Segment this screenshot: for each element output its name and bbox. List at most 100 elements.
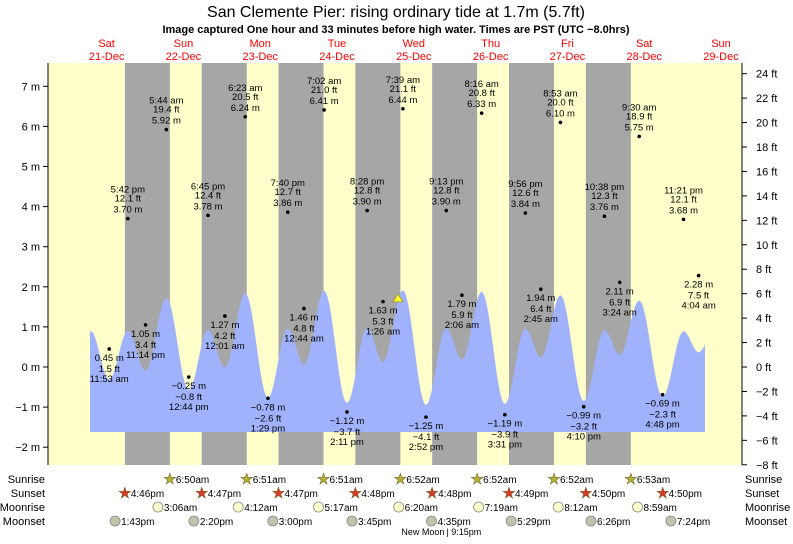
moonset-icon <box>665 515 677 527</box>
day-label-weekday: Thu <box>481 38 500 50</box>
low-tide-time: 1:29 pm <box>251 423 285 434</box>
high-tide-m: 3.90 m <box>432 197 461 208</box>
low-tide-point <box>539 287 543 292</box>
low-tide-m: 1.27 m <box>210 320 239 331</box>
low-tide-time: 12:01 am <box>205 341 245 352</box>
row-label-sunset-right: Sunset <box>745 488 779 500</box>
sunrise-icon: ★ <box>317 471 330 488</box>
low-tide-ft: 7.5 ft <box>688 291 709 302</box>
low-tide-point <box>460 293 464 298</box>
sunrise-icon: ★ <box>547 471 560 488</box>
high-tide-point <box>243 114 248 119</box>
high-tide-point <box>681 217 686 222</box>
low-tide-time: 11:53 am <box>90 374 129 385</box>
high-tide-time: 6:45 pm <box>191 181 225 192</box>
sunset-time: 4:50pm <box>592 489 625 500</box>
high-tide-point <box>558 120 563 125</box>
high-tide-time: 8:28 pm <box>350 177 384 188</box>
y-tick-label-ft: 18 ft <box>756 142 777 154</box>
sunrise-icon: ★ <box>240 471 253 488</box>
moonset-time: 1:43pm <box>121 517 154 528</box>
moonrise-time: 5:17am <box>325 503 358 514</box>
moonset-time: 3:00pm <box>279 517 312 528</box>
high-tide-m: 3.90 m <box>353 197 382 208</box>
low-tide-time: 2:06 am <box>445 320 479 331</box>
high-tide-ft: 21.0 ft <box>311 85 338 96</box>
day-label-weekday: Fri <box>561 38 574 50</box>
low-tide-point <box>581 404 586 409</box>
day-label-weekday: Wed <box>403 38 425 50</box>
day-label-date: 26-Dec <box>473 51 509 63</box>
moonset-icon <box>188 515 200 527</box>
moonrise-icon <box>313 501 324 513</box>
low-tide-time: 2:52 pm <box>409 442 443 453</box>
high-tide-m: 6.44 m <box>388 95 417 106</box>
low-tide-m: −0.69 m <box>645 399 680 410</box>
day-label-date: 22-Dec <box>166 51 202 63</box>
sunset-icon: ★ <box>349 485 362 502</box>
y-tick-label-m: 1 m <box>22 322 40 334</box>
sunrise-time: 6:50am <box>176 475 209 486</box>
low-tide-m: 1.05 m <box>131 329 160 340</box>
y-tick-label-ft: 12 ft <box>756 215 777 227</box>
sunset-time: 4:46pm <box>131 489 164 500</box>
low-tide-ft: −3.7 ft <box>334 427 361 438</box>
day-label-date: 29-Dec <box>703 51 739 63</box>
y-tick-label-m: 4 m <box>22 202 40 214</box>
low-tide-m: 1.94 m <box>526 293 555 304</box>
low-tide-m: 0.45 m <box>95 353 124 364</box>
high-tide-ft: 20.8 ft <box>468 88 495 99</box>
y-tick-label-ft: 2 ft <box>756 338 771 350</box>
sunrise-time: 6:51am <box>253 475 286 486</box>
moon-phase-time: | 9:15pm <box>446 527 481 537</box>
y-tick-label-ft: 20 ft <box>756 118 777 130</box>
low-tide-point <box>503 412 507 417</box>
low-tide-m: −1.19 m <box>488 419 523 430</box>
high-tide-time: 9:56 pm <box>508 179 542 190</box>
row-label-sunrise-right: Sunrise <box>745 474 782 486</box>
high-tide-m: 5.75 m <box>625 122 654 133</box>
high-tide-ft: 12.1 ft <box>115 194 142 205</box>
low-tide-ft: 4.8 ft <box>293 323 314 334</box>
high-tide-point <box>602 214 607 219</box>
low-tide-time: 12:44 am <box>284 333 324 344</box>
low-tide-ft: −3.2 ft <box>570 422 597 433</box>
low-tide-ft: −0.8 ft <box>175 392 202 403</box>
low-tide-m: −0.78 m <box>251 402 286 413</box>
day-label-date: 25-Dec <box>396 51 432 63</box>
sunset-icon: ★ <box>118 485 131 502</box>
high-tide-ft: 12.3 ft <box>591 191 618 202</box>
day-label-date: 28-Dec <box>626 51 662 63</box>
low-tide-point <box>223 314 227 318</box>
low-tide-point <box>107 347 112 351</box>
y-tick-label-ft: 4 ft <box>756 313 771 325</box>
low-tide-time: 3:24 am <box>603 307 637 318</box>
sunrise-time: 6:52am <box>406 475 439 486</box>
low-tide-m: −1.25 m <box>409 421 444 432</box>
low-tide-time: 4:04 am <box>681 301 715 312</box>
high-tide-time: 6:23 am <box>228 83 262 94</box>
moonset-time: 5:29pm <box>517 517 550 528</box>
low-tide-m: 1.79 m <box>447 299 476 310</box>
low-tide-point <box>424 415 428 419</box>
high-tide-ft: 12.8 ft <box>433 186 460 197</box>
high-tide-m: 5.92 m <box>152 116 181 127</box>
row-label-moonset-right: Moonset <box>745 516 787 528</box>
sunset-icon: ★ <box>656 485 669 502</box>
day-labels: Sat21-DecSun22-DecMon23-DecTue24-DecWed2… <box>89 38 739 63</box>
low-tide-ft: 5.3 ft <box>372 317 393 328</box>
low-tide-time: 4:10 pm <box>567 432 601 443</box>
low-tide-point <box>345 410 349 414</box>
low-tide-ft: 6.4 ft <box>530 304 551 315</box>
sunrise-icon: ★ <box>624 471 637 488</box>
high-tide-time: 8:16 am <box>464 79 498 90</box>
low-tide-m: −0.25 m <box>171 381 206 392</box>
y-tick-label-ft: −6 ft <box>756 435 778 447</box>
plot-area <box>48 63 742 465</box>
low-tide-point <box>381 299 385 304</box>
low-tide-time: 12:44 pm <box>169 402 209 413</box>
moonset-time: 4:35pm <box>437 517 470 528</box>
day-label-weekday: Sat <box>98 38 115 50</box>
low-tide-m: 2.28 m <box>684 280 713 291</box>
